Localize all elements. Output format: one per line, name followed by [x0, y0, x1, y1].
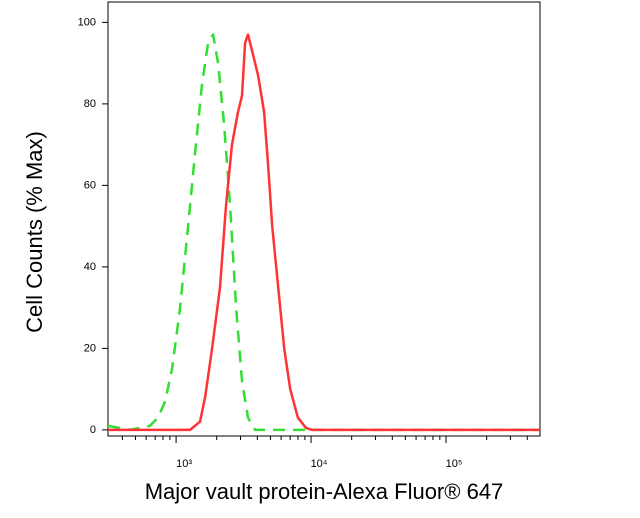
y-tick-label: 80	[84, 98, 96, 110]
series-line	[108, 33, 540, 432]
y-tick-label: 20	[84, 342, 96, 354]
x-tick-label: 10⁵	[446, 458, 463, 470]
series-line	[107, 33, 540, 432]
y-tick-label: 100	[78, 16, 96, 28]
y-tick-label: 0	[90, 424, 96, 436]
x-tick-label: 10⁴	[311, 458, 328, 470]
x-tick-label: 10³	[176, 458, 192, 470]
plot-frame	[107, 1, 541, 437]
y-axis-title: Cell Counts (% Max)	[22, 131, 47, 333]
x-axis-title: Major vault protein-Alexa Fluor® 647	[145, 479, 504, 504]
y-tick-label: 60	[84, 179, 96, 191]
y-tick-label: 40	[84, 261, 96, 273]
